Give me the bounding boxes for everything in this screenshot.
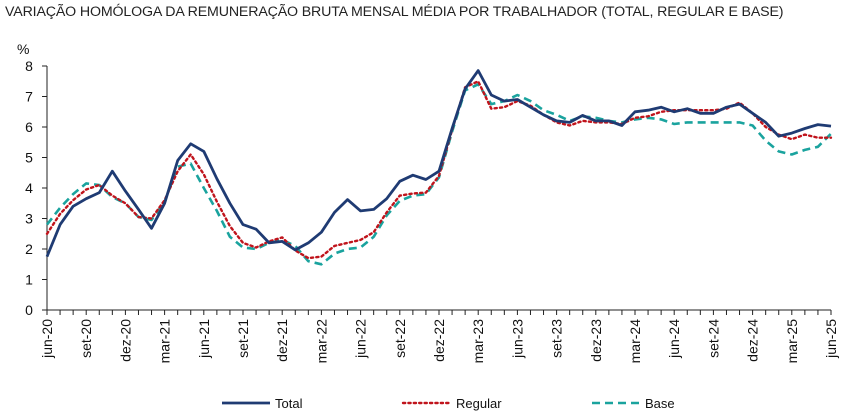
x-tick-label: set-21 — [235, 319, 251, 358]
x-tick-label: set-24 — [705, 319, 721, 358]
series-line-base — [45, 83, 832, 266]
y-tick-label: 6 — [25, 119, 33, 135]
y-tick-label: 3 — [25, 211, 33, 227]
x-tick-label: set-22 — [392, 319, 408, 358]
x-tick-label: mar-24 — [627, 319, 643, 364]
x-tick-label: mar-23 — [470, 319, 486, 364]
x-tick-label: mar-21 — [157, 319, 173, 364]
y-tick-label: 2 — [25, 241, 33, 257]
x-tick-label: mar-22 — [313, 319, 329, 364]
x-tick-label: set-20 — [78, 319, 94, 358]
y-tick-label: 8 — [25, 58, 33, 74]
x-tick-label: jun-24 — [666, 319, 682, 359]
x-tick-label: dez-21 — [274, 319, 290, 362]
x-tick-label: jun-20 — [39, 319, 55, 359]
y-axis-unit-label: % — [17, 41, 29, 57]
y-tick-label: 1 — [25, 272, 33, 288]
x-tick-label: dez-22 — [431, 319, 447, 362]
chart-title: VARIAÇÃO HOMÓLOGA DA REMUNERAÇÃO BRUTA M… — [5, 4, 784, 20]
x-tick-label: dez-24 — [745, 319, 761, 362]
x-tick-label: jun-25 — [823, 319, 839, 359]
legend-label-base: Base — [645, 396, 675, 411]
y-tick-label: 0 — [25, 302, 33, 318]
x-tick-label: jun-22 — [353, 319, 369, 359]
x-tick-label: jun-21 — [196, 319, 212, 359]
x-tick-label: set-23 — [549, 319, 565, 358]
x-tick-label: mar-25 — [784, 319, 800, 364]
series-line-regular — [45, 80, 833, 260]
y-tick-label: 7 — [25, 89, 33, 105]
x-tick-label: dez-20 — [117, 319, 133, 362]
x-tick-label: dez-23 — [588, 319, 604, 362]
series-line-total — [45, 69, 832, 258]
legend-label-total: Total — [275, 396, 303, 411]
y-tick-label: 5 — [25, 150, 33, 166]
y-tick-label: 4 — [25, 180, 33, 196]
x-tick-label: jun-23 — [509, 319, 525, 359]
legend-label-regular: Regular — [456, 396, 502, 411]
